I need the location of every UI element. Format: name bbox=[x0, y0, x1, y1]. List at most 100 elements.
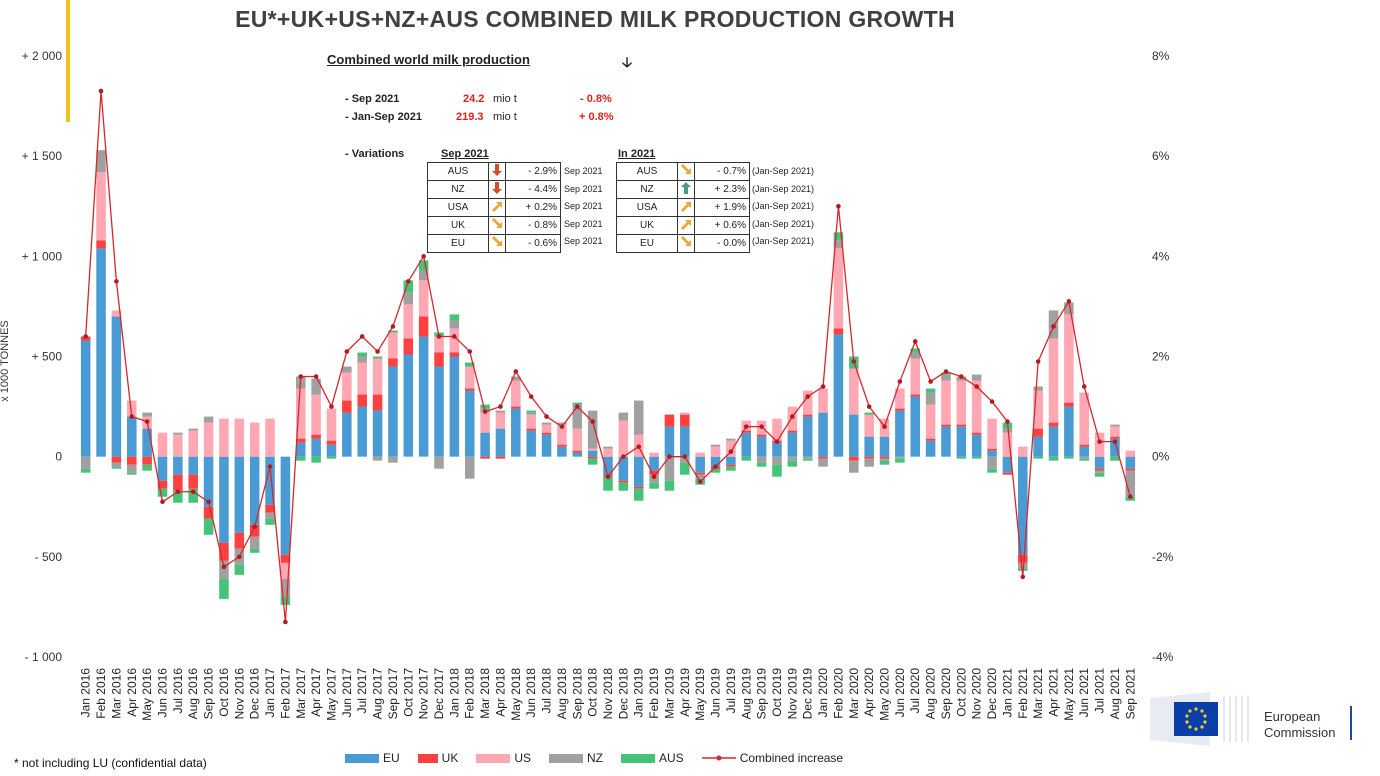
region-cell: NZ bbox=[427, 180, 489, 199]
bar-aus bbox=[1033, 456, 1043, 459]
combined-increase-point bbox=[513, 369, 519, 374]
summary-change: - 0.8% bbox=[580, 93, 612, 105]
combined-increase-point bbox=[636, 444, 642, 449]
bar-uk bbox=[649, 470, 659, 475]
combined-increase-point bbox=[574, 404, 580, 409]
bar-aus bbox=[80, 468, 91, 473]
combined-increase-point bbox=[298, 374, 304, 379]
x-tick-label: Jan 2019 bbox=[632, 668, 646, 718]
combined-increase-point bbox=[175, 489, 181, 495]
bar-nz bbox=[772, 456, 782, 465]
bar-nz bbox=[633, 400, 644, 435]
bar-nz bbox=[434, 456, 444, 469]
bar-nz bbox=[1094, 470, 1105, 473]
combined-increase-point bbox=[1035, 359, 1041, 364]
variation-row-uk: UK - 0.8% bbox=[427, 216, 561, 235]
bar-us bbox=[1018, 446, 1028, 457]
bar-aus bbox=[787, 460, 798, 467]
y-left-tick-label: + 500 bbox=[32, 350, 63, 364]
bar-aus bbox=[572, 402, 583, 405]
bar-us bbox=[1048, 338, 1059, 423]
combined-increase-point bbox=[283, 619, 288, 625]
bar-nz bbox=[418, 270, 429, 281]
combined-increase-point bbox=[651, 474, 657, 480]
x-tick-label: Sep 2020 bbox=[939, 668, 953, 720]
logo-line-2: Commission bbox=[1264, 725, 1336, 740]
bar-eu bbox=[603, 456, 613, 475]
bar-eu bbox=[234, 456, 245, 533]
bar-nz bbox=[941, 374, 951, 381]
bar-uk bbox=[326, 440, 337, 445]
combined-increase-point bbox=[959, 374, 964, 379]
bar-us bbox=[295, 388, 306, 439]
eu-stars-icon bbox=[1185, 707, 1207, 731]
bar-nz bbox=[1064, 302, 1074, 315]
bar-eu bbox=[1048, 426, 1059, 457]
bar-us bbox=[464, 366, 475, 389]
x-tick-label: May 2021 bbox=[1062, 668, 1076, 721]
legend-swatch bbox=[345, 753, 379, 763]
bar-eu bbox=[1125, 456, 1136, 469]
combined-increase-point bbox=[682, 454, 688, 459]
bar-aus bbox=[987, 468, 997, 473]
bar-eu bbox=[1064, 406, 1074, 457]
bar-eu bbox=[418, 336, 429, 457]
x-tick-label: Mar 2018 bbox=[478, 668, 492, 719]
bar-eu bbox=[495, 428, 506, 457]
trend-down-strong-icon bbox=[488, 162, 506, 181]
bar-us bbox=[495, 412, 506, 429]
region-cell: USA bbox=[616, 198, 678, 217]
combined-increase-point bbox=[559, 424, 565, 429]
x-tick-label: Jan 2016 bbox=[79, 668, 93, 718]
bar-aus bbox=[480, 404, 490, 409]
combined-increase-point bbox=[482, 409, 488, 414]
x-tick-label: Sep 2016 bbox=[202, 668, 216, 720]
bar-us bbox=[833, 248, 844, 329]
sep-heading: Sep 2021 bbox=[441, 148, 489, 160]
bar-uk bbox=[526, 428, 536, 431]
bar-us bbox=[418, 280, 429, 317]
combined-increase-point bbox=[759, 424, 764, 429]
period-label: Sep 2021 bbox=[564, 218, 603, 229]
bar-aus bbox=[142, 464, 152, 471]
y-right-tick-label: 6% bbox=[1152, 149, 1170, 163]
bar-eu bbox=[649, 456, 659, 471]
bar-eu bbox=[127, 416, 137, 457]
bar-eu bbox=[802, 416, 813, 457]
bar-nz bbox=[495, 410, 506, 413]
bar-eu bbox=[511, 408, 521, 457]
x-tick-label: Dec 2019 bbox=[801, 668, 815, 720]
bar-uk bbox=[434, 352, 444, 367]
variation-row-nz: NZ + 2.3% bbox=[616, 180, 750, 199]
bar-us bbox=[618, 420, 629, 457]
bar-nz bbox=[511, 376, 521, 381]
bar-nz bbox=[572, 404, 583, 429]
bar-us bbox=[603, 448, 613, 457]
bar-us bbox=[864, 414, 874, 437]
bar-uk bbox=[680, 414, 690, 427]
bar-uk bbox=[864, 456, 874, 459]
bar-uk bbox=[787, 430, 798, 433]
bar-eu bbox=[326, 444, 337, 457]
combined-increase-point bbox=[1097, 439, 1102, 444]
bar-aus bbox=[326, 456, 337, 459]
period-label: Sep 2021 bbox=[564, 183, 603, 194]
bar-eu bbox=[403, 354, 414, 457]
x-tick-label: Sep 2019 bbox=[755, 668, 769, 720]
combined-increase-point bbox=[329, 404, 334, 409]
bar-aus bbox=[464, 362, 475, 367]
bar-nz bbox=[664, 456, 675, 481]
bar-nz bbox=[833, 240, 844, 249]
bar-eu bbox=[910, 396, 921, 457]
summary-row-sep: - Sep 2021 bbox=[345, 93, 399, 105]
y-left-tick-label: - 500 bbox=[35, 550, 63, 564]
period-label: (Jan-Sep 2021) bbox=[752, 166, 815, 176]
bar-eu bbox=[249, 456, 260, 525]
bar-us bbox=[925, 404, 936, 439]
x-tick-label: Jul 2017 bbox=[355, 668, 369, 714]
x-tick-label: Mar 2016 bbox=[109, 668, 123, 719]
bar-aus bbox=[265, 518, 275, 525]
x-tick-label: Mar 2019 bbox=[662, 668, 676, 719]
combined-increase-point bbox=[1066, 299, 1072, 304]
bar-eu bbox=[1018, 456, 1028, 555]
